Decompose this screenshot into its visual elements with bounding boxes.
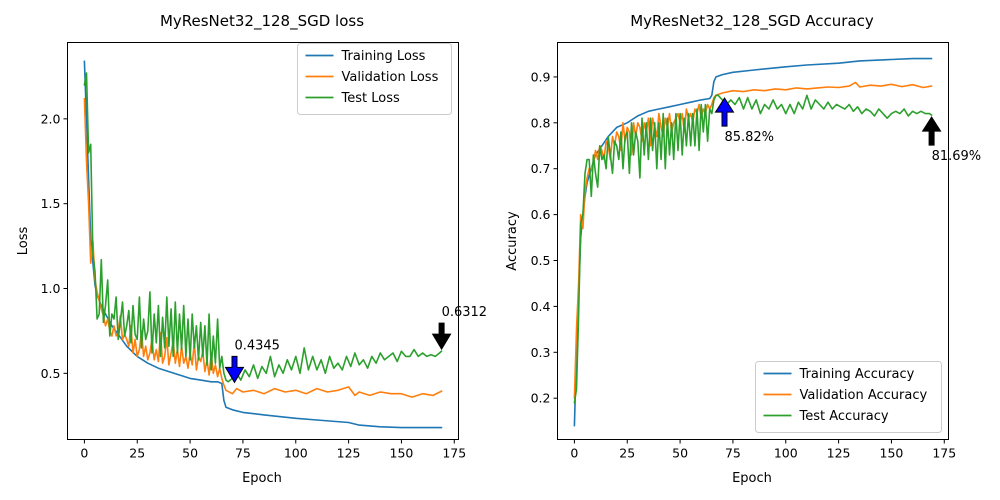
accuracy-annotation-label: 81.69% bbox=[932, 149, 982, 164]
accuracy-x-tick-label: 150 bbox=[880, 446, 904, 461]
loss-x-tick-label: 150 bbox=[390, 446, 414, 461]
accuracy-annotation-arrow-icon bbox=[714, 97, 735, 127]
accuracy-series-line-test-accuracy bbox=[573, 94, 933, 404]
accuracy-annotation-label: 85.82% bbox=[724, 130, 774, 145]
loss-y-tick-label: 0.5 bbox=[41, 366, 61, 381]
loss-x-axis-label: Epoch bbox=[242, 471, 282, 486]
loss-annotation-layer: 0.4345 0.6312 bbox=[224, 305, 488, 384]
loss-annotation-label: 0.4345 bbox=[234, 338, 280, 353]
accuracy-x-tick-label: 175 bbox=[932, 446, 956, 461]
accuracy-x-tick-label: 50 bbox=[672, 446, 688, 461]
loss-chart-title: MyResNet32_128_SGD loss bbox=[160, 12, 364, 31]
accuracy-x-tick-label: 0 bbox=[570, 446, 578, 461]
loss-y-tick-label: 1.0 bbox=[41, 281, 61, 296]
accuracy-x-tick-label: 25 bbox=[619, 446, 635, 461]
loss-series-line-test-loss bbox=[83, 72, 443, 383]
accuracy-x-axis-label: Epoch bbox=[732, 471, 772, 486]
loss-plot-frame bbox=[67, 42, 459, 440]
accuracy-chart-title: MyResNet32_128_SGD Accuracy bbox=[630, 12, 874, 31]
loss-legend-label: Test Loss bbox=[341, 91, 400, 106]
loss-annotation-arrow-icon bbox=[224, 355, 245, 384]
accuracy-legend-label: Training Accuracy bbox=[799, 367, 915, 382]
accuracy-x-tick-label: 100 bbox=[774, 446, 798, 461]
loss-annotation-arrow-icon bbox=[431, 322, 452, 351]
loss-x-tick-label: 0 bbox=[80, 446, 88, 461]
loss-legend-label: Validation Loss bbox=[342, 70, 439, 85]
accuracy-y-tick-label: 0.4 bbox=[531, 299, 551, 314]
loss-x-tick-label: 25 bbox=[129, 446, 145, 461]
accuracy-y-axis-label: Accuracy bbox=[505, 211, 520, 271]
accuracy-series-layer bbox=[573, 57, 933, 427]
loss-chart: MyResNet32_128_SGD loss Epoch Loss 0.434… bbox=[16, 12, 487, 486]
accuracy-y-tick-label: 0.9 bbox=[531, 69, 551, 84]
loss-y-tick-label: 2.0 bbox=[41, 111, 61, 126]
loss-y-axis-label: Loss bbox=[16, 227, 31, 256]
accuracy-x-ticks: 0 25 50 75 100 125 150 175 bbox=[570, 439, 956, 461]
accuracy-y-tick-label: 0.3 bbox=[531, 345, 551, 360]
accuracy-plot-frame bbox=[557, 42, 949, 440]
accuracy-series-line-validation-accuracy bbox=[573, 81, 933, 399]
loss-x-tick-label: 175 bbox=[442, 446, 466, 461]
accuracy-y-tick-label: 0.8 bbox=[531, 115, 551, 130]
accuracy-legend-label: Validation Accuracy bbox=[800, 388, 928, 403]
accuracy-legend: Training Accuracy Validation Accuracy Test… bbox=[755, 361, 942, 433]
accuracy-y-tick-label: 0.2 bbox=[531, 391, 551, 406]
accuracy-annotation-arrow-icon bbox=[921, 116, 942, 146]
loss-legend-box bbox=[297, 43, 452, 115]
accuracy-legend-box bbox=[755, 361, 942, 433]
accuracy-legend-label: Test Accuracy bbox=[799, 409, 889, 424]
loss-x-tick-label: 50 bbox=[182, 446, 198, 461]
loss-series-line-validation-loss bbox=[83, 97, 443, 398]
loss-y-tick-label: 1.5 bbox=[41, 196, 61, 211]
loss-x-tick-label: 125 bbox=[337, 446, 361, 461]
accuracy-y-tick-label: 0.7 bbox=[531, 161, 551, 176]
accuracy-annotation-layer: 85.82% 81.69% bbox=[714, 97, 982, 164]
loss-legend: Training Loss Validation Loss Test Loss bbox=[297, 43, 452, 115]
loss-legend-label: Training Loss bbox=[341, 49, 426, 64]
accuracy-y-tick-label: 0.5 bbox=[531, 253, 551, 268]
accuracy-y-tick-label: 0.6 bbox=[531, 207, 551, 222]
loss-series-layer bbox=[83, 60, 443, 429]
loss-x-tick-label: 75 bbox=[235, 446, 251, 461]
accuracy-chart: MyResNet32_128_SGD Accuracy Epoch Accura… bbox=[505, 12, 981, 486]
loss-y-ticks: 0.5 1.0 1.5 2.0 bbox=[41, 111, 68, 381]
accuracy-x-tick-label: 125 bbox=[827, 446, 851, 461]
accuracy-y-ticks: 0.2 0.3 0.4 0.5 0.6 0.7 0.8 0.9 bbox=[531, 69, 558, 406]
loss-annotation-label: 0.6312 bbox=[442, 305, 488, 320]
accuracy-x-tick-label: 75 bbox=[725, 446, 741, 461]
loss-x-ticks: 0 25 50 75 100 125 150 175 bbox=[80, 439, 466, 461]
loss-x-tick-label: 100 bbox=[284, 446, 308, 461]
